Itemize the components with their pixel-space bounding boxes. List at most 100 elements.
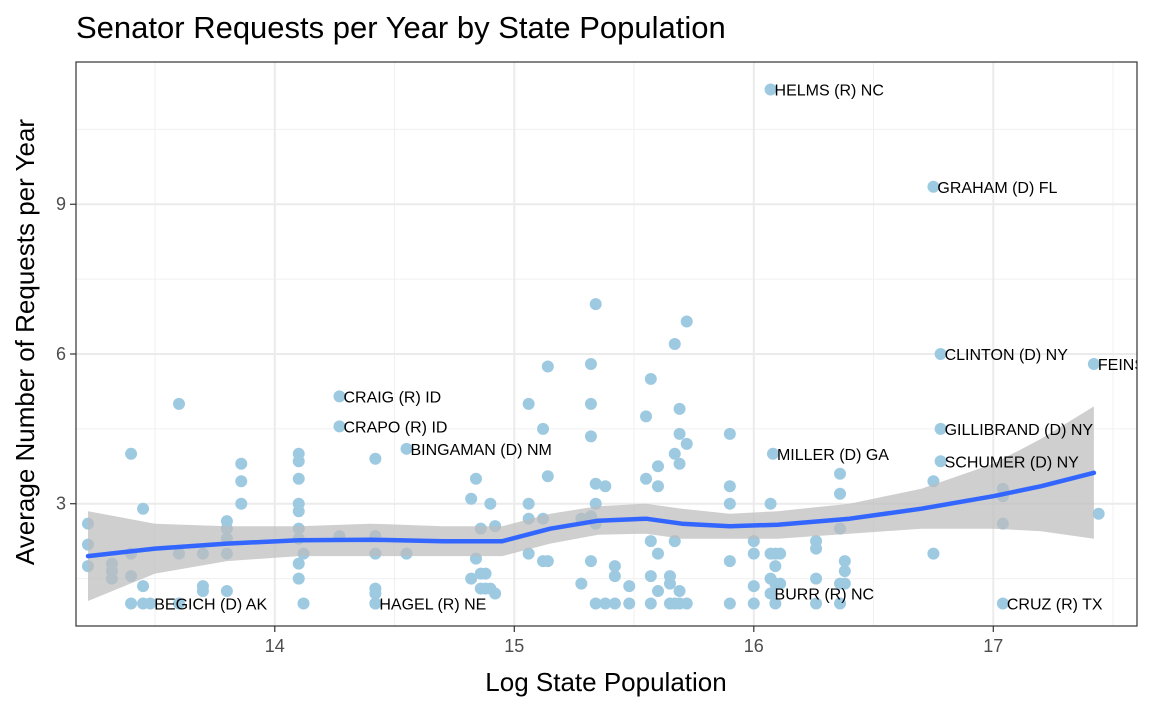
- data-point: [125, 447, 138, 460]
- data-point: [465, 572, 478, 585]
- data-point: [810, 542, 823, 555]
- data-point: [927, 180, 940, 193]
- data-point: [584, 555, 597, 568]
- data-point: [369, 452, 382, 465]
- data-point: [489, 587, 502, 600]
- data-point: [673, 457, 686, 470]
- data-point: [764, 83, 777, 96]
- data-point: [623, 580, 636, 593]
- plot-panel: HELMS (R) NC GRAHAM (D) FL CLINTON (D) NY F…: [75, 61, 1138, 627]
- data-point: [834, 487, 847, 500]
- data-point: [369, 597, 382, 610]
- data-point: [292, 505, 305, 518]
- data-point: [297, 597, 310, 610]
- data-point: [172, 597, 185, 610]
- data-point: [766, 447, 779, 460]
- data-point: [1087, 357, 1100, 370]
- data-point: [196, 585, 209, 598]
- data-point: [599, 597, 612, 610]
- data-point: [810, 597, 823, 610]
- point-label: MILLER (D) GA: [777, 447, 889, 464]
- data-point: [680, 437, 693, 450]
- data-point: [723, 555, 736, 568]
- y-tick-label: 9: [56, 194, 66, 214]
- data-point: [333, 390, 346, 403]
- data-point: [644, 570, 657, 583]
- data-point: [333, 420, 346, 433]
- data-point: [144, 597, 157, 610]
- data-point: [927, 547, 940, 560]
- data-point: [668, 535, 681, 548]
- data-point: [599, 480, 612, 493]
- data-point: [589, 298, 602, 311]
- chart-title: Senator Requests per Year by State Popul…: [76, 10, 726, 45]
- x-axis-title: Log State Population: [485, 667, 726, 697]
- data-point: [292, 557, 305, 570]
- smooth-line: [85, 470, 1097, 559]
- data-point: [137, 502, 150, 515]
- point-label: GRAHAM (D) FL: [937, 180, 1057, 197]
- data-point: [723, 497, 736, 510]
- point-label: HELMS (R) NC: [775, 82, 884, 99]
- data-point: [764, 587, 777, 600]
- x-tick-label: 14: [265, 636, 285, 656]
- data-point: [934, 422, 947, 435]
- y-axis-title: Average Number of Requests per Year: [10, 119, 40, 565]
- data-point: [575, 577, 588, 590]
- data-point: [651, 480, 664, 493]
- data-point: [172, 397, 185, 410]
- data-point: [834, 597, 847, 610]
- data-point: [640, 410, 653, 423]
- data-point: [589, 477, 602, 490]
- data-point: [723, 597, 736, 610]
- data-point: [810, 572, 823, 585]
- data-point: [673, 402, 686, 415]
- data-point: [747, 597, 760, 610]
- data-point: [651, 547, 664, 560]
- data-point: [465, 492, 478, 505]
- data-point: [838, 565, 851, 578]
- data-point: [651, 460, 664, 473]
- data-point: [769, 597, 782, 610]
- plot-layer: HELMS (R) NC GRAHAM (D) FL CLINTON (D) NY F…: [81, 82, 1137, 614]
- data-point: [369, 587, 382, 600]
- x-axis: 14 15 16 17: [265, 626, 1003, 656]
- data-point: [469, 472, 482, 485]
- data-point: [479, 567, 492, 580]
- data-point: [774, 577, 787, 590]
- point-label: CLINTON (D) NY: [945, 347, 1069, 364]
- point-label: CRUZ (R) TX: [1007, 597, 1103, 614]
- data-point: [623, 597, 636, 610]
- y-tick-label: 3: [56, 494, 66, 514]
- data-point: [537, 422, 550, 435]
- x-tick-label: 15: [504, 636, 524, 656]
- data-point: [640, 472, 653, 485]
- point-label: BINGAMAN (D) NM: [411, 442, 552, 459]
- data-point: [774, 547, 787, 560]
- data-point: [644, 372, 657, 385]
- data-point: [934, 347, 947, 360]
- data-point: [400, 442, 413, 455]
- data-point: [125, 597, 138, 610]
- data-point: [522, 547, 535, 560]
- data-point: [996, 597, 1009, 610]
- data-point: [292, 572, 305, 585]
- data-point: [541, 470, 554, 483]
- data-point: [220, 585, 233, 598]
- data-point: [484, 497, 497, 510]
- point-label: GILLIBRAND (D) NY: [945, 422, 1094, 439]
- point-label: CRAPO (R) ID: [343, 419, 447, 436]
- data-point: [584, 397, 597, 410]
- data-point: [673, 585, 686, 598]
- data-point: [668, 338, 681, 350]
- data-point: [834, 467, 847, 480]
- data-point: [838, 577, 851, 590]
- x-tick-label: 16: [744, 636, 764, 656]
- y-tick-label: 6: [56, 344, 66, 364]
- data-point: [764, 497, 777, 510]
- data-point: [584, 357, 597, 370]
- data-point: [651, 585, 664, 598]
- confidence-band: [88, 406, 1094, 601]
- data-point: [673, 427, 686, 440]
- data-point: [589, 597, 602, 610]
